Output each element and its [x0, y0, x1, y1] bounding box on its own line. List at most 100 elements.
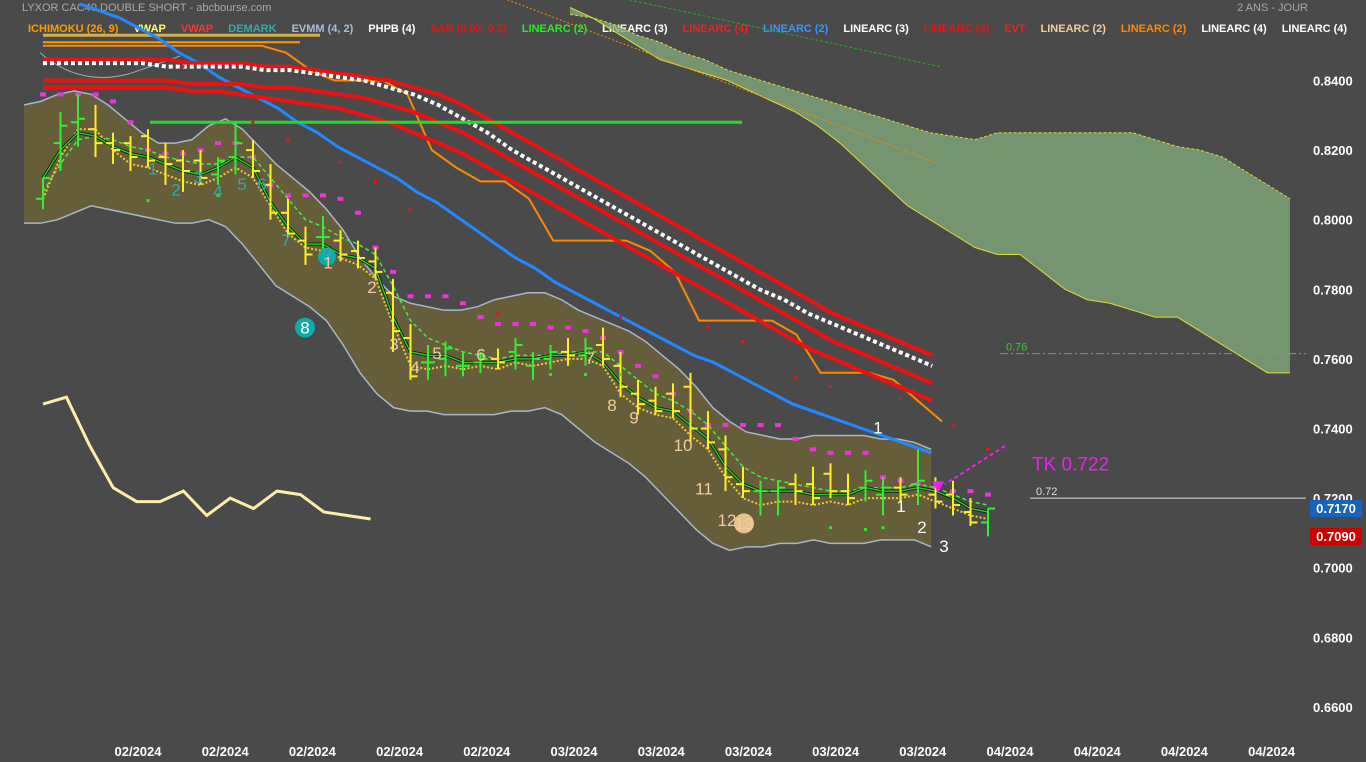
price-bar	[806, 466, 820, 506]
vwap-red-middle	[43, 78, 933, 386]
green-dot	[216, 193, 220, 197]
price-bar	[683, 372, 698, 443]
psar-dot	[635, 363, 641, 368]
psar-dot	[425, 294, 431, 299]
psar-dot	[985, 492, 991, 497]
last-price-tag: 0.7170	[1310, 500, 1362, 518]
price-bar	[911, 449, 925, 506]
price-bar	[193, 150, 208, 185]
psar-dot	[582, 329, 589, 334]
legend-item: PHPB (4)	[368, 23, 416, 35]
price-bar	[491, 348, 505, 370]
level-label: 0.76	[1006, 342, 1027, 354]
demark-number: 2	[917, 518, 926, 537]
price-bar	[736, 466, 750, 499]
demark-number: 7	[281, 231, 290, 250]
price-bar	[211, 157, 225, 185]
psar-dot	[407, 294, 414, 299]
x-tick-label: 03/2024	[899, 744, 947, 759]
ichimoku-cloud	[570, 7, 1290, 373]
demark-number: 1	[896, 497, 905, 516]
psar-dot	[565, 325, 571, 330]
price-bar	[648, 386, 663, 415]
vwap-red-upper	[43, 57, 933, 358]
demark-number: 7	[585, 349, 594, 368]
psar-dot	[390, 269, 396, 274]
psar-dot	[110, 99, 116, 104]
demark-number: 11	[695, 480, 713, 499]
red-dot	[251, 120, 255, 124]
psar-dot	[477, 315, 484, 320]
price-bar	[158, 143, 173, 185]
price-bar	[176, 150, 190, 192]
demark-number: 6	[476, 346, 485, 365]
price-bar	[316, 216, 330, 255]
y-tick-label: 0.8200	[1313, 143, 1353, 158]
price-bar	[631, 379, 645, 415]
psar-dot	[460, 301, 466, 306]
psar-dot	[355, 210, 361, 215]
legend-item: LINEARC (4)	[1281, 23, 1348, 35]
indicator-legend: ICHIMOKU (26, 9) VWAP VWAP DEMARK EVMM (4, 2…	[28, 23, 1366, 35]
x-tick-label: 02/2024	[202, 744, 250, 759]
green-dot	[146, 199, 150, 203]
price-bar	[893, 477, 908, 502]
demark-number: 4	[410, 358, 419, 377]
psar-dot	[862, 450, 869, 455]
psar-dot	[495, 322, 501, 327]
price-bar	[71, 94, 85, 147]
price-bar	[876, 477, 890, 516]
tk-arrow-head	[932, 481, 944, 493]
price-bar	[246, 139, 260, 178]
red-dot	[409, 207, 412, 211]
demark-number: 3	[193, 168, 202, 187]
psar-dot	[337, 196, 344, 201]
price-bar	[578, 338, 593, 366]
demark-badge	[295, 317, 315, 338]
y-tick-label: 0.7400	[1313, 422, 1353, 437]
y-tick-label: 0.7600	[1313, 352, 1353, 367]
x-tick-label: 04/2024	[987, 744, 1035, 759]
psar-dot	[127, 120, 134, 125]
psar-dot	[827, 450, 834, 455]
red-dot	[794, 376, 797, 380]
psar-dot	[967, 489, 974, 494]
envelope-upper	[23, 90, 932, 451]
price-bar	[333, 230, 348, 262]
price-bar	[526, 351, 540, 380]
red-dot	[339, 160, 342, 164]
y-tick-label: 0.6800	[1313, 630, 1353, 645]
moving-average-blue	[79, 2, 932, 455]
x-tick-label: 02/2024	[289, 744, 337, 759]
level-label: 0.72	[1036, 486, 1057, 498]
x-tick-label: 02/2024	[376, 744, 424, 759]
stop-price-tag: 0.7090	[1310, 527, 1362, 545]
price-bar	[473, 351, 488, 373]
green-dot	[619, 373, 622, 377]
price-bar	[298, 226, 313, 265]
demark-number: 9	[629, 408, 638, 427]
psar-dot	[757, 423, 764, 428]
price-bar	[386, 278, 400, 352]
red-dot	[286, 138, 290, 142]
demark-number: 9	[322, 245, 331, 264]
price-bar	[963, 498, 978, 526]
price-bar	[36, 176, 50, 210]
trend-line-orange	[506, 0, 941, 165]
psar-dot	[792, 436, 799, 441]
tk-arrow-line	[944, 445, 1006, 486]
green-dot	[829, 526, 832, 530]
psar-dot	[40, 92, 46, 97]
price-bar	[141, 129, 155, 168]
price-bar	[281, 198, 295, 238]
legend-item: LINEARC (2)	[1120, 23, 1187, 35]
period-label: 2 ANS - JOUR	[1237, 2, 1308, 14]
green-dot	[864, 527, 867, 531]
psar-dot	[512, 322, 519, 327]
x-tick-label: 04/2024	[1161, 744, 1209, 759]
x-tick-label: 03/2024	[551, 744, 599, 759]
demark-number: 1	[873, 419, 882, 438]
price-bar	[543, 344, 558, 370]
demark-number: 2	[171, 180, 180, 199]
price-bar	[718, 435, 733, 492]
